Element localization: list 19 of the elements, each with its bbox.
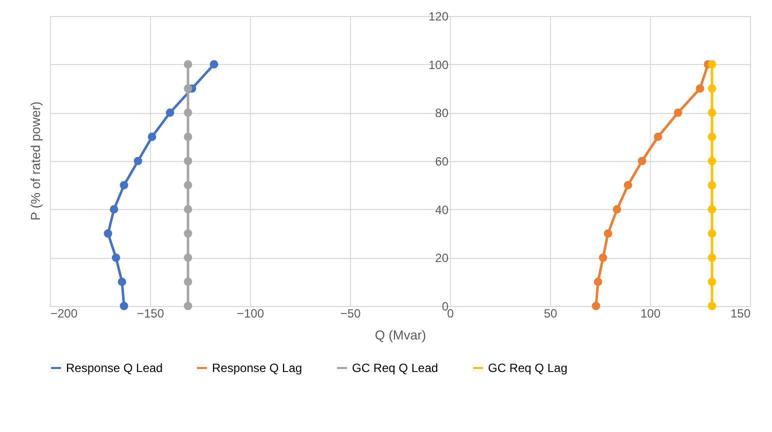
x-tick-label: 50 [544,306,558,320]
x-tick-label: −200 [50,306,78,320]
x-tick-label: 100 [640,306,661,320]
legend-label: GC Req Q Lead [352,361,438,375]
legend-label: GC Req Q Lag [488,361,568,375]
y-tick-label: 120 [428,10,449,24]
x-axis-title: Q (Mvar) [374,328,426,342]
y-tick-label: 100 [428,58,449,72]
legend-label: Response Q Lag [212,361,302,375]
x-tick-label: 150 [730,306,751,320]
y-tick-label: 60 [435,154,449,168]
y-tick-label: 20 [435,251,449,266]
y-axis-title: P (% of rated power) [28,102,43,220]
x-tick-label: −100 [236,306,264,320]
x-tick-label: −50 [340,306,361,320]
x-tick-label: −150 [136,306,164,320]
y-tick-label: 40 [435,202,449,217]
y-tick-label: 80 [435,106,449,120]
legend-label: Response Q Lead [66,361,163,375]
